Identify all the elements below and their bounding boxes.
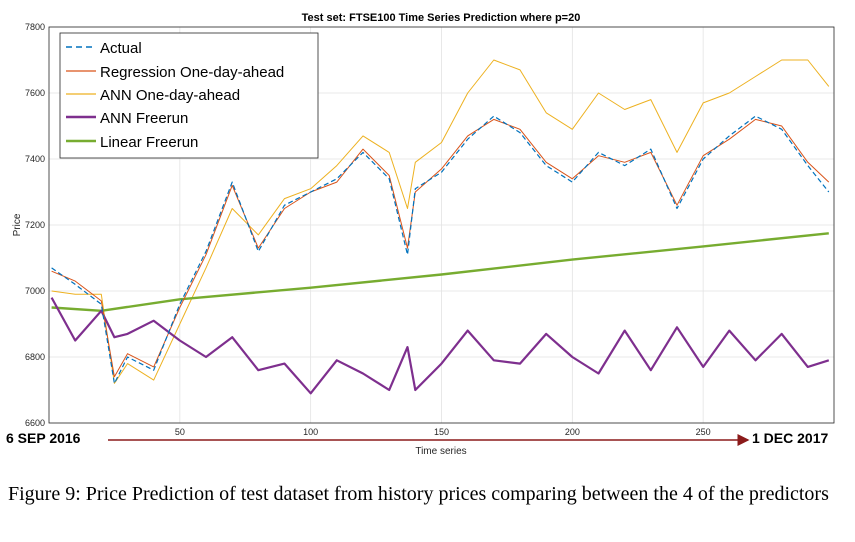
x-tick-label: 100 — [303, 427, 318, 437]
y-axis-label: Price — [12, 213, 23, 236]
series-line-ann-freerun — [50, 297, 830, 395]
y-tick-label: 7400 — [25, 154, 45, 164]
legend-label-ann-one-day: ANN One-day-ahead — [100, 87, 240, 104]
ticks: 6600 6800 7000 7200 7400 7600 7800 50 100 150 200 2… — [25, 22, 711, 437]
figure-caption: Figure 9: Price Prediction of test datas… — [8, 483, 829, 505]
series-line-actual — [51, 115, 830, 384]
legend-label-linear-freerun: Linear Freerun — [100, 134, 198, 151]
series-line-ann-one-day-ahead — [51, 59, 830, 384]
start-date-label: 6 SEP 2016 — [6, 430, 81, 446]
series-line-linear-freerun — [51, 232, 829, 312]
y-tick-label: 7200 — [25, 220, 45, 230]
x-tick-label: 50 — [175, 427, 185, 437]
chart: 6600 6800 7000 7200 7400 7600 7800 50 100 150 200 2… — [6, 12, 835, 457]
x-axis-label: Time series — [415, 446, 466, 457]
y-tick-label: 7600 — [25, 88, 45, 98]
legend-box — [59, 32, 319, 159]
legend: Actual Regression One-day-ahead ANN One-… — [59, 32, 319, 159]
chart-title: Test set: FTSE100 Time Series Prediction… — [302, 12, 581, 24]
x-tick-label: 150 — [434, 427, 449, 437]
end-date-label: 1 DEC 2017 — [752, 430, 828, 446]
y-tick-label: 7800 — [25, 22, 45, 32]
y-tick-label: 7000 — [25, 286, 45, 296]
legend-label-regression: Regression One-day-ahead — [100, 64, 284, 81]
legend-label-ann-freerun: ANN Freerun — [100, 110, 188, 127]
x-tick-label: 250 — [696, 427, 711, 437]
legend-label-actual: Actual — [100, 40, 142, 57]
series-layer — [50, 59, 830, 395]
y-tick-label: 6600 — [25, 418, 45, 428]
plot-frame — [48, 26, 835, 424]
x-tick-label: 200 — [565, 427, 580, 437]
y-tick-label: 6800 — [25, 352, 45, 362]
